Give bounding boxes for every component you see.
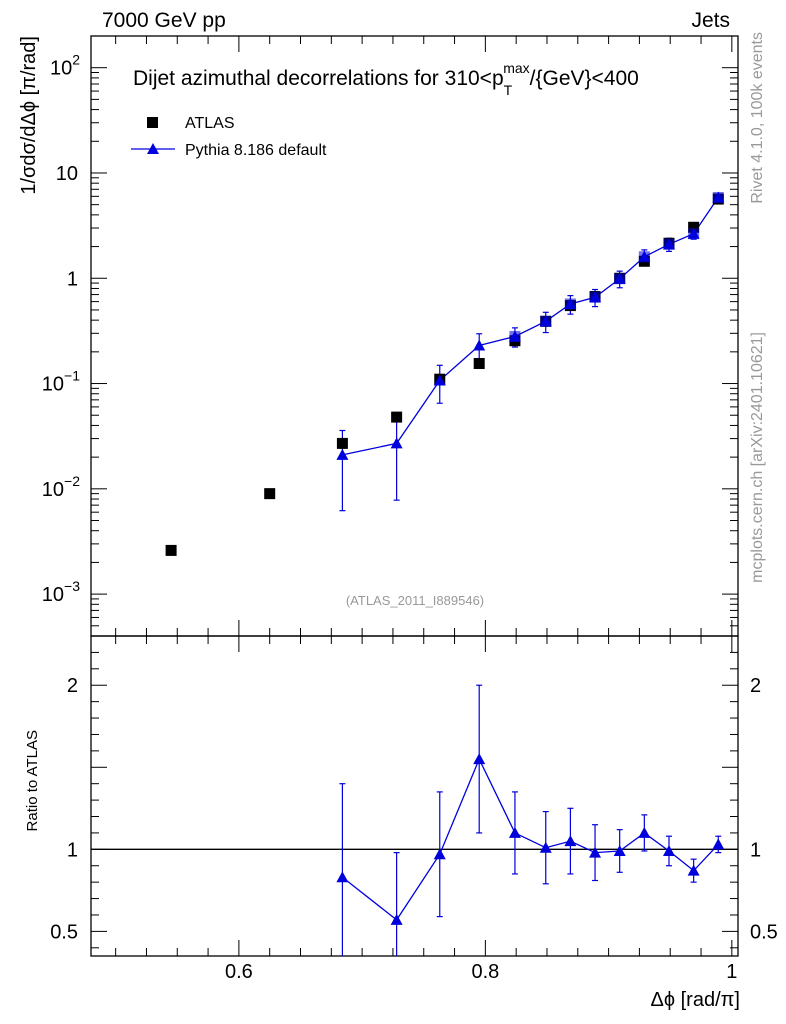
atlas-point [688,221,700,233]
rivet-info: Rivet 4.1.0, 100k events [749,32,766,204]
legend-square-marker [147,117,158,128]
main-y-tick-label: 10−1 [42,368,80,396]
ratio-y-tick-label-left: 0.5 [50,921,78,943]
ratio-point [508,826,521,838]
ratio-point [390,913,403,925]
pythia-point [712,191,725,203]
pythia-point [638,250,651,262]
main-y-axis-title: 1/σdσ/dΔϕ [π/rad] [18,36,40,195]
ratio-point [712,838,725,850]
pythia-point [336,448,349,460]
legend-triangle-marker [147,143,159,154]
pythia-point [508,330,521,342]
pythia-point [687,227,700,239]
pythia-point [539,315,552,327]
mcplots-info: mcplots.cern.ch [arXiv:2401.10621] [749,332,766,583]
atlas-point [391,411,403,423]
pythia-point [589,291,602,303]
x-tick-label: 0.8 [471,961,499,983]
legend-label-atlas: ATLAS [185,115,235,132]
pythia-point [433,374,446,386]
ratio-y-tick-label-right: 2 [750,675,761,697]
ratio-point [638,826,651,838]
main-y-tick-label: 10 [56,163,78,185]
analysis-watermark: (ATLAS_2011_I889546) [346,593,484,608]
atlas-point [473,358,485,370]
legend: ATLAS Pythia 8.186 default [131,115,327,159]
main-y-tick-labels: 102 10 1 10−1 10−2 10−3 [42,52,80,606]
chart-title: Dijet azimuthal decorrelations for 310<p… [133,60,639,98]
ratio-point [613,844,626,856]
main-data-marks [165,191,725,556]
header-category: Jets [691,9,730,32]
main-y-tick-label: 10−2 [42,473,80,501]
ratio-point [336,871,349,883]
ratio-y-tick-label-right: 0.5 [750,921,778,943]
ratio-panel-frame [90,635,739,957]
pythia-point [564,297,577,309]
main-y-tick-label: 10−3 [42,578,80,606]
ratio-point [473,753,486,765]
legend-label-pythia: Pythia 8.186 default [185,142,327,159]
main-y-tick-label: 1 [67,268,78,290]
x-axis-title: Δϕ [rad/π] [651,989,741,1011]
x-tick-label: 0.6 [225,961,253,983]
ratio-point [662,844,675,856]
main-y-tick-label: 102 [50,52,80,80]
ratio-point [589,846,602,858]
ratio-y-axis-title: Ratio to ATLAS [24,730,41,831]
ratio-point [687,864,700,876]
pythia-point [390,437,403,449]
main-axis-ticks [91,35,738,637]
pythia-point [613,272,626,284]
ratio-point [433,848,446,860]
header-energy: 7000 GeV pp [102,9,226,32]
ratio-line [342,757,719,921]
ratio-y-tick-labels: 2 2 1 1 0.5 0.5 [50,675,778,943]
ratio-y-tick-label-left: 1 [67,839,78,861]
ratio-point [539,841,552,853]
ratio-data-marks [336,684,725,956]
ratio-y-tick-label-left: 2 [67,675,78,697]
ratio-point [564,835,577,847]
ratio-axis-ticks [91,636,738,956]
x-tick-label: 1 [726,961,737,983]
atlas-point [165,544,177,556]
atlas-point [264,488,276,500]
pythia-point [662,238,675,250]
x-tick-labels: 0.6 0.8 1 [225,961,737,983]
ratio-y-tick-label-right: 1 [750,839,761,861]
pythia-point [473,339,486,351]
atlas-point [336,437,348,449]
